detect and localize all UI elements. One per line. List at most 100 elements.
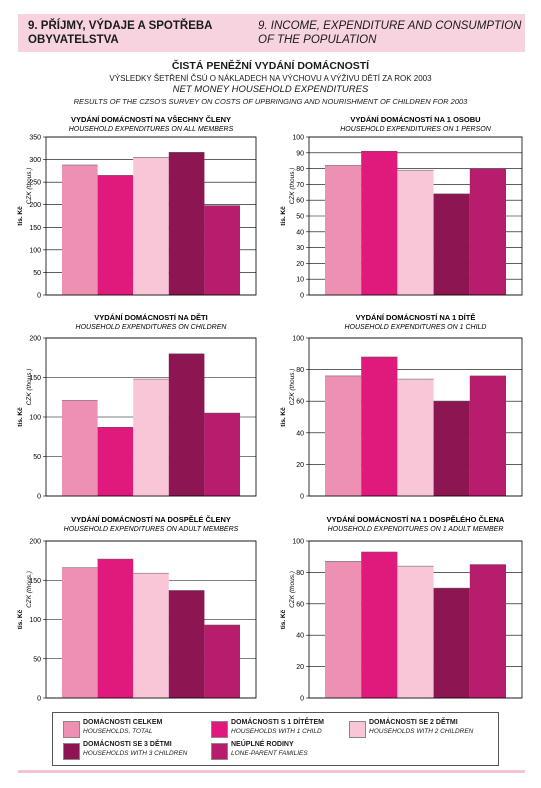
- chart-title: VYDÁNÍ DOMÁCNOSTÍ NA VŠECHNY ČLENY: [71, 115, 231, 124]
- plot-frame: [45, 540, 257, 699]
- y-axis-label-cz: tis. Kč: [17, 609, 24, 629]
- y-tick-label: 40: [296, 633, 304, 640]
- bar-1: [325, 561, 362, 698]
- chart-title: VYDÁNÍ DOMÁCNOSTÍ NA DĚTI: [94, 313, 207, 322]
- bar-5: [469, 375, 506, 496]
- legend-label-en: HOUSEHOLDS WITH 3 CHILDREN: [83, 750, 188, 757]
- header-title-cz-line2: OBYVATELSTVA: [28, 34, 119, 46]
- y-tick-label: 250: [29, 180, 41, 187]
- y-tick-label: 200: [29, 539, 41, 546]
- page-header: 9. PŘÍJMY, VÝDAJE A SPOTŘEBA OBYVATELSTV…: [18, 14, 525, 52]
- bar-4: [433, 401, 470, 496]
- y-axis-label-cz: tis. Kč: [280, 407, 287, 427]
- y-axis-label-en: CZK (thous.): [289, 168, 296, 205]
- chart-subtitle: HOUSEHOLD EXPENDITURES ON 1 ADULT MEMBER: [328, 526, 504, 533]
- bar-3: [397, 566, 434, 698]
- page-titles: ČISTÁ PENĚŽNÍ VYDÁNÍ DOMÁCNOSTÍ VÝSLEDKY…: [0, 60, 541, 107]
- plot-frame: [308, 136, 523, 296]
- y-tick-label: 0: [300, 293, 304, 300]
- y-tick-label: 60: [296, 198, 304, 205]
- y-tick-label: 200: [29, 336, 41, 343]
- y-tick-label: 40: [296, 229, 304, 236]
- main-title: ČISTÁ PENĚŽNÍ VYDÁNÍ DOMÁCNOSTÍ: [171, 60, 370, 72]
- legend-label-cz: DOMÁCNOSTI SE 2 DĚTMI: [369, 719, 458, 726]
- chart-title: VYDÁNÍ DOMÁCNOSTÍ NA 1 OSOBU: [350, 115, 480, 124]
- bar-2: [97, 175, 134, 295]
- chart-subtitle: HOUSEHOLD EXPENDITURES ON ALL MEMBERS: [69, 126, 234, 133]
- legend-swatch-2-children: [349, 721, 366, 738]
- y-tick-label: 80: [296, 367, 304, 374]
- legend-label-en: LONE-PARENT FAMILIES: [231, 750, 308, 757]
- bar-2: [97, 427, 134, 496]
- bar-5: [204, 205, 240, 295]
- legend-swatch-3-children: [63, 743, 80, 760]
- bar-2: [361, 356, 398, 496]
- y-tick-label: 150: [29, 375, 41, 382]
- y-tick-label: 300: [29, 157, 41, 164]
- y-tick-label: 80: [296, 570, 304, 577]
- legend-label-en: HOUSEHOLDS WITH 2 CHILDREN: [369, 728, 474, 735]
- bar-3: [397, 379, 434, 496]
- chart-subtitle: HOUSEHOLD EXPENDITURES ON 1 PERSON: [340, 126, 491, 133]
- legend-label-cz: DOMÁCNOSTI SE 3 DĚTMI: [83, 741, 172, 748]
- bar-2: [97, 559, 134, 698]
- footer-rule: [18, 770, 525, 773]
- plot-frame: [45, 136, 257, 296]
- bar-1: [62, 164, 98, 295]
- y-axis-label-en: CZK (thous.): [26, 168, 33, 205]
- bar-5: [469, 564, 506, 698]
- bar-5: [204, 624, 240, 698]
- y-axis-label-cz: tis. Kč: [280, 206, 287, 226]
- y-tick-label: 30: [296, 245, 304, 252]
- bar-3: [133, 157, 169, 295]
- y-tick-label: 90: [296, 150, 304, 157]
- y-tick-label: 100: [29, 617, 41, 624]
- y-tick-label: 100: [292, 135, 304, 142]
- y-tick-label: 70: [296, 182, 304, 189]
- subtitle-cz: VÝSLEDKY ŠETŘENÍ ČSÚ O NÁKLADECH NA VÝCH…: [109, 74, 432, 83]
- legend-label-cz: NEÚPLNÉ RODINY: [231, 741, 294, 748]
- y-tick-label: 50: [33, 656, 41, 663]
- y-tick-label: 20: [296, 462, 304, 469]
- y-axis-label-cz: tis. Kč: [17, 206, 24, 226]
- legend-label-en: HOUSEHOLDS, TOTAL: [83, 728, 153, 735]
- y-tick-label: 60: [296, 601, 304, 608]
- legend-label-cz: DOMÁCNOSTI S 1 DÍTĚTEM: [231, 719, 324, 726]
- y-tick-label: 100: [292, 539, 304, 546]
- y-tick-label: 10: [296, 277, 304, 284]
- chart-title: VYDÁNÍ DOMÁCNOSTÍ NA 1 DOSPĚLÉHO ČLENA: [327, 515, 505, 524]
- y-axis-label-en: CZK (thous.): [289, 571, 296, 608]
- y-tick-label: 200: [29, 202, 41, 209]
- y-tick-label: 100: [29, 415, 41, 422]
- y-tick-label: 150: [29, 578, 41, 585]
- header-title-cz-line1: 9. PŘÍJMY, VÝDAJE A SPOTŘEBA: [28, 20, 213, 32]
- legend-swatch-1-child: [211, 721, 228, 738]
- y-tick-label: 0: [300, 494, 304, 501]
- plot-frame: [45, 337, 257, 497]
- header-title-en-line1: 9. INCOME, EXPENDITURE AND CONSUMPTION: [258, 20, 522, 32]
- y-tick-label: 0: [37, 293, 41, 300]
- bar-1: [62, 567, 98, 698]
- y-axis-label-en: CZK (thous.): [289, 369, 296, 406]
- chart-subtitle: HOUSEHOLD EXPENDITURES ON 1 CHILD: [345, 324, 487, 331]
- y-tick-label: 40: [296, 430, 304, 437]
- plot-frame: [308, 540, 523, 699]
- y-axis-label-cz: tis. Kč: [17, 407, 24, 427]
- chart-subtitle: HOUSEHOLD EXPENDITURES ON CHILDREN: [76, 324, 228, 331]
- legend-label-en: HOUSEHOLDS WITH 1 CHILD: [231, 728, 322, 735]
- y-tick-label: 50: [296, 214, 304, 221]
- bar-3: [397, 170, 434, 295]
- bar-1: [325, 165, 362, 295]
- bar-4: [433, 193, 470, 295]
- chart-subtitle: HOUSEHOLD EXPENDITURES ON ADULT MEMBERS: [64, 526, 239, 533]
- chart-title: VYDÁNÍ DOMÁCNOSTÍ NA 1 DÍTĚ: [356, 313, 476, 322]
- y-tick-label: 350: [29, 135, 41, 142]
- y-axis-label-en: CZK (thous.): [26, 369, 33, 406]
- legend-label-cz: DOMÁCNOSTI CELKEM: [83, 719, 163, 726]
- header-title-en-line2: OF THE POPULATION: [258, 34, 377, 46]
- bar-3: [133, 379, 169, 496]
- y-tick-label: 0: [37, 494, 41, 501]
- y-tick-label: 100: [29, 247, 41, 254]
- bar-3: [133, 573, 169, 698]
